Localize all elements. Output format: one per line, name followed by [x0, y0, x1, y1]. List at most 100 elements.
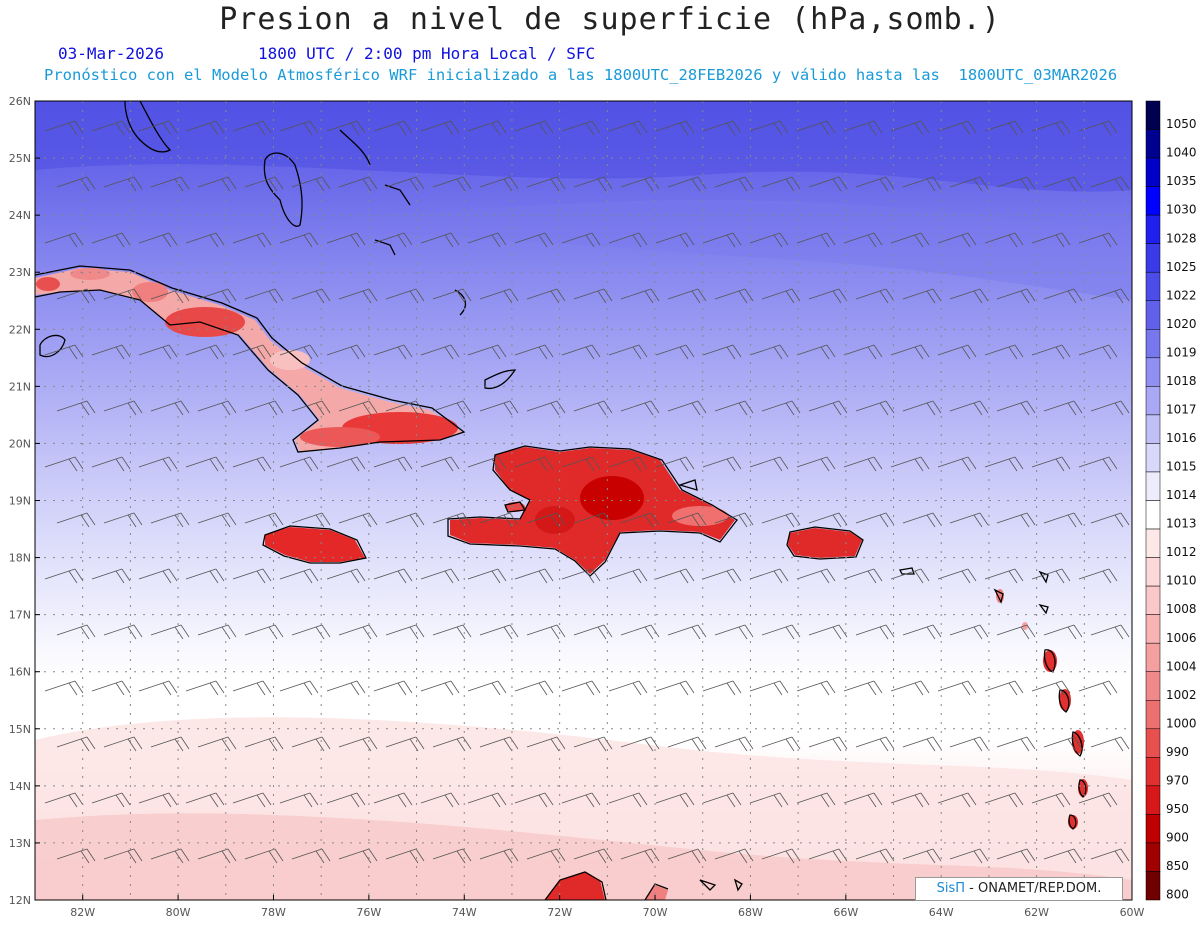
wind-barb — [996, 512, 1036, 528]
wind-barb — [655, 120, 695, 136]
wind-barb — [150, 288, 190, 304]
legend-swatch — [1145, 157, 1161, 187]
lon-label: 78W — [261, 906, 286, 919]
wind-barb — [949, 512, 989, 528]
legend-label: 1002 — [1166, 688, 1197, 702]
wind-barb — [655, 568, 695, 584]
legend-label: 1025 — [1166, 260, 1197, 274]
wind-barb — [467, 344, 507, 360]
wind-barb — [949, 736, 989, 752]
wind-barb — [890, 344, 930, 360]
wind-barb — [702, 344, 742, 360]
wind-barb — [808, 624, 848, 640]
wind-barb — [514, 232, 554, 248]
wind-barb — [467, 120, 507, 136]
wind-barb — [1090, 848, 1130, 864]
wind-barb — [91, 792, 131, 808]
wind-barb — [467, 680, 507, 696]
wind-barb — [843, 344, 883, 360]
wind-barb — [1079, 905, 1117, 919]
wind-barb — [761, 176, 801, 192]
wind-barb — [279, 232, 319, 248]
wind-barb — [843, 792, 883, 808]
wind-barb — [326, 120, 366, 136]
wind-barb — [373, 680, 413, 696]
wind-barb — [890, 232, 930, 248]
wind-barb — [373, 568, 413, 584]
wind-barb — [703, 905, 741, 919]
wind-barb — [185, 344, 225, 360]
wind-barb — [561, 680, 601, 696]
wind-barb — [1031, 232, 1071, 248]
wind-barb — [561, 568, 601, 584]
legend-swatch — [1145, 357, 1161, 387]
legend-label: 1006 — [1166, 631, 1197, 645]
wind-barb — [984, 792, 1024, 808]
lat-label: 17N — [9, 609, 31, 622]
wind-barb — [92, 905, 130, 919]
wind-barb — [796, 232, 836, 248]
wind-barb — [44, 232, 84, 248]
wind-barb — [761, 736, 801, 752]
wind-barb — [702, 792, 742, 808]
wind-barb — [984, 568, 1024, 584]
wind-barb — [514, 456, 554, 472]
lon-label: 70W — [643, 906, 668, 919]
wind-barb — [44, 456, 84, 472]
wind-barb — [796, 680, 836, 696]
wind-barb — [949, 288, 989, 304]
legend-swatch — [1145, 500, 1161, 530]
wind-barb — [326, 344, 366, 360]
wind-barb — [432, 736, 472, 752]
wind-barb — [749, 792, 789, 808]
wind-barb — [855, 176, 895, 192]
wind-barb — [620, 512, 660, 528]
wind-barb — [902, 624, 942, 640]
wind-barb — [1043, 400, 1083, 416]
wind-barb — [526, 624, 566, 640]
legend-swatch — [1145, 471, 1161, 501]
latitude-labels: 12N 13N 14N 15N 16N 17N 18N 19N 20N 21N 22N 23N 24N 2… — [9, 95, 40, 907]
wind-barb — [1043, 288, 1083, 304]
wind-barb — [385, 848, 425, 864]
wind-barb — [749, 456, 789, 472]
credit-org: - ONAMET/REP.DOM. — [965, 881, 1102, 896]
legend-label: 800 — [1166, 888, 1189, 902]
wind-barb — [279, 568, 319, 584]
wind-barb — [902, 400, 942, 416]
wind-barb — [514, 120, 554, 136]
wind-barb — [855, 624, 895, 640]
wind-barb — [150, 624, 190, 640]
wind-barb — [855, 848, 895, 864]
wind-barb — [561, 344, 601, 360]
wind-barb — [385, 624, 425, 640]
wind-barb — [103, 624, 143, 640]
wind-barb — [479, 288, 519, 304]
wind-barb — [232, 792, 272, 808]
wind-barb — [514, 680, 554, 696]
wind-barb — [843, 232, 883, 248]
wind-barb — [138, 120, 178, 136]
wind-barb — [279, 456, 319, 472]
wind-barb — [1078, 456, 1118, 472]
wind-barb — [197, 512, 237, 528]
wind-barb — [620, 288, 660, 304]
wind-barb — [91, 456, 131, 472]
legend-swatch — [1145, 100, 1161, 130]
wind-barb — [420, 792, 460, 808]
wind-barb — [91, 680, 131, 696]
wind-barb — [432, 848, 472, 864]
legend-label: 1019 — [1166, 345, 1197, 359]
lon-label: 80W — [166, 906, 191, 919]
wind-barb — [761, 512, 801, 528]
wind-barb — [891, 905, 929, 919]
wind-barb — [714, 624, 754, 640]
wind-barb — [291, 176, 331, 192]
wind-barb — [761, 400, 801, 416]
wind-barb — [996, 848, 1036, 864]
lon-label: 72W — [547, 906, 572, 919]
forecast-date: 03-Mar-2026 — [58, 44, 164, 63]
wind-barb — [185, 680, 225, 696]
wind-barb — [1043, 176, 1083, 192]
wind-barb — [796, 120, 836, 136]
